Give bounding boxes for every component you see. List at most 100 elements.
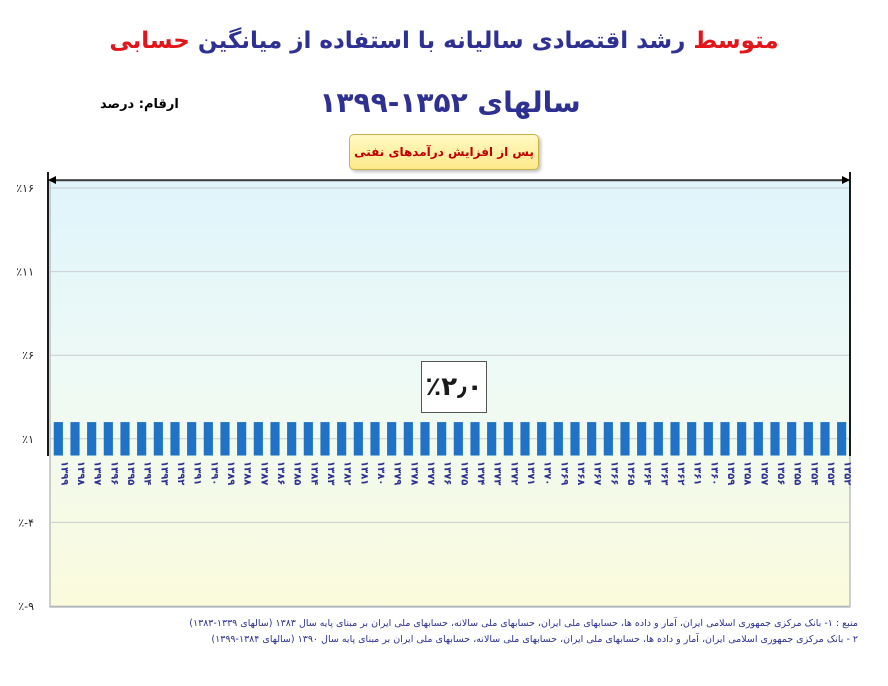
bar (487, 422, 497, 456)
bar (270, 422, 280, 456)
bar (687, 422, 697, 456)
bar (653, 422, 663, 456)
y-tick-label: ٪۱۶ (16, 182, 34, 195)
gridlines (50, 187, 850, 607)
x-tick-label: ۱۳۶۰ (708, 461, 719, 485)
x-tick-label: ۱۳۸۹ (225, 461, 236, 485)
x-tick-label: ۱۳۸۳ (325, 461, 336, 485)
x-tick-label: ۱۳۸۰ (375, 461, 386, 485)
title-highlight-arith: حسابی (109, 28, 190, 54)
x-tick-label: ۱۳۹۳ (158, 461, 169, 485)
bar (587, 422, 597, 456)
x-tick-label: ۱۳۹۷ (92, 461, 103, 485)
x-tick-label: ۱۳۶۱ (692, 461, 703, 485)
bar (453, 422, 463, 456)
unit-label: ارقام: درصد (100, 97, 179, 112)
x-tick-label: ۱۳۵۹ (725, 461, 736, 485)
bar (303, 422, 313, 456)
x-tick-label: ۱۳۹۵ (125, 461, 136, 485)
bar (170, 422, 180, 456)
bar (70, 422, 80, 456)
bar (120, 422, 130, 456)
bar (353, 422, 363, 456)
x-tick-label: ۱۳۷۷ (425, 461, 436, 485)
bar (503, 422, 513, 456)
bar (320, 422, 330, 456)
bar (187, 422, 197, 456)
x-tick-label: ۱۳۵۲ (842, 461, 853, 485)
x-tick-label: ۱۳۸۸ (242, 461, 253, 485)
y-tick-label: ٪۶ (22, 349, 34, 362)
title-middle: رشد اقتصادی سالیانه با استفاده از میانگی… (189, 28, 694, 54)
bar (337, 422, 347, 456)
bar (620, 422, 630, 456)
y-axis-labels: ٪۱۶ ٪۱۱ ٪۶ ٪۱ ٪-۴ ٪-۹ (16, 182, 34, 613)
x-tick-label: ۱۳۵۷ (758, 461, 769, 485)
bar (553, 422, 563, 456)
x-tick-label: ۱۳۷۲ (508, 461, 519, 485)
bar (720, 422, 730, 456)
x-tick-label: ۱۳۹۱ (192, 461, 203, 485)
bar (520, 422, 530, 456)
x-tick-label: ۱۳۷۱ (525, 461, 536, 485)
bar (770, 422, 780, 456)
bar (420, 422, 430, 456)
x-tick-label: ۱۳۸۵ (292, 461, 303, 485)
bar (387, 422, 397, 456)
bar (253, 422, 263, 456)
average-value-callout: ٪۲٫۰ (421, 361, 487, 413)
x-tick-label: ۱۳۹۲ (175, 461, 186, 485)
x-tick-label: ۱۳۹۶ (108, 461, 119, 485)
x-tick-label: ۱۳۵۳ (825, 461, 836, 485)
bar (670, 422, 680, 456)
bar (737, 422, 747, 456)
bar (570, 422, 580, 456)
x-tick-label: ۱۳۶۲ (675, 461, 686, 485)
bar (153, 422, 163, 456)
x-tick-label: ۱۳۹۸ (75, 461, 86, 485)
bar (787, 422, 797, 456)
x-tick-label: ۱۳۶۶ (608, 461, 619, 485)
x-tick-label: ۱۳۸۶ (275, 461, 286, 485)
x-tick-label: ۱۳۸۷ (258, 461, 269, 485)
x-tick-label: ۱۳۷۹ (392, 461, 403, 485)
source-line-1: منبع : ۱- بانک مرکزی جمهوری اسلامی ایران… (189, 618, 858, 629)
bar (403, 422, 413, 456)
x-tick-label: ۱۳۶۷ (592, 461, 603, 485)
chart-subtitle: سالهای ۱۳۵۲-۱۳۹۹ (319, 86, 581, 119)
x-tick-label: ۱۳۷۶ (442, 461, 453, 485)
x-tick-label: ۱۳۵۵ (792, 461, 803, 485)
x-tick-label: ۱۳۶۳ (658, 461, 669, 485)
x-tick-label: ۱۳۵۸ (742, 461, 753, 485)
x-tick-label: ۱۳۶۵ (625, 461, 636, 485)
x-tick-label: ۱۳۷۸ (408, 461, 419, 485)
bar (237, 422, 247, 456)
x-tick-label: ۱۳۷۵ (458, 461, 469, 485)
chart-title: متوسط رشد اقتصادی سالیانه با استفاده از … (0, 28, 888, 54)
bar (820, 422, 830, 456)
bar (637, 422, 647, 456)
y-tick-label: ٪۱۱ (16, 266, 34, 279)
bar (370, 422, 380, 456)
bar (603, 422, 613, 456)
x-tick-label: ۱۳۵۶ (775, 461, 786, 485)
y-tick-label: ٪۱ (22, 433, 34, 446)
x-tick-label: ۱۳۹۴ (142, 461, 153, 485)
bar (137, 422, 147, 456)
x-tick-label: ۱۳۷۰ (542, 461, 553, 485)
x-tick-label: ۱۳۸۴ (308, 461, 319, 485)
bar (220, 422, 230, 456)
bar (753, 422, 763, 456)
bars (53, 422, 847, 456)
bar (803, 422, 813, 456)
bar (287, 422, 297, 456)
x-tick-label: ۱۳۵۴ (808, 461, 819, 485)
x-tick-label: ۱۳۹۹ (58, 461, 69, 485)
bar (103, 422, 113, 456)
bar (203, 422, 213, 456)
period-label-box: پس از افزایش درآمدهای نفتی (349, 134, 539, 170)
bar (437, 422, 447, 456)
x-tick-label: ۱۳۸۲ (342, 461, 353, 485)
y-tick-label: ٪-۹ (18, 600, 34, 613)
